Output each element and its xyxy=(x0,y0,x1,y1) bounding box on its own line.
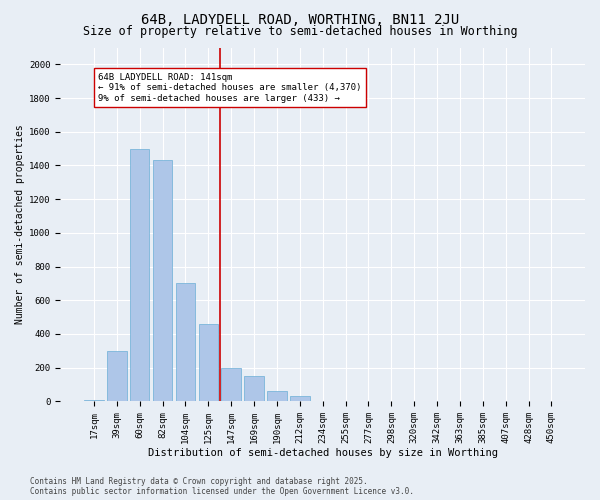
Bar xyxy=(199,324,218,402)
Bar xyxy=(84,400,104,402)
Text: 64B, LADYDELL ROAD, WORTHING, BN11 2JU: 64B, LADYDELL ROAD, WORTHING, BN11 2JU xyxy=(141,12,459,26)
Bar xyxy=(107,351,127,402)
Bar xyxy=(153,160,172,402)
Bar xyxy=(290,396,310,402)
Text: Contains HM Land Registry data © Crown copyright and database right 2025.
Contai: Contains HM Land Registry data © Crown c… xyxy=(30,476,414,496)
Bar xyxy=(267,392,287,402)
Bar xyxy=(221,368,241,402)
Text: Size of property relative to semi-detached houses in Worthing: Size of property relative to semi-detach… xyxy=(83,25,517,38)
Bar xyxy=(130,148,149,402)
Bar xyxy=(176,284,195,402)
Y-axis label: Number of semi-detached properties: Number of semi-detached properties xyxy=(15,124,25,324)
Text: 64B LADYDELL ROAD: 141sqm
← 91% of semi-detached houses are smaller (4,370)
9% o: 64B LADYDELL ROAD: 141sqm ← 91% of semi-… xyxy=(98,73,361,102)
Bar xyxy=(313,400,332,402)
X-axis label: Distribution of semi-detached houses by size in Worthing: Distribution of semi-detached houses by … xyxy=(148,448,497,458)
Bar xyxy=(244,376,264,402)
